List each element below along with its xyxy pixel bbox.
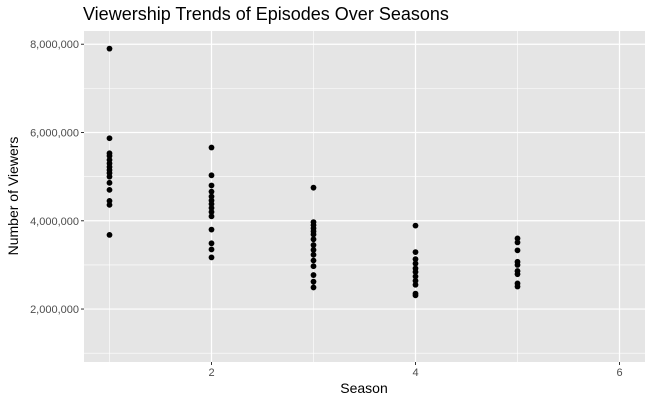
data-point [310,242,317,248]
data-point [106,173,113,180]
x-tick-label: 2 [208,367,214,379]
data-point [412,222,419,229]
data-point [412,249,419,256]
data-points [106,45,521,299]
data-point [208,240,215,247]
y-axis-ticks: 2,000,000 4,000,000 6,000,000 8,000,000 [30,39,84,316]
data-point [514,262,521,268]
data-point [412,260,419,267]
data-point [514,247,521,254]
data-point [208,209,215,215]
major-gridlines [84,31,645,362]
y-axis-title: Number of Viewers [5,137,21,256]
data-point [106,179,113,186]
data-point [208,144,215,151]
data-point [208,254,215,261]
data-point [208,213,215,220]
data-point [106,231,113,238]
data-point [208,205,215,211]
data-point [514,239,521,246]
data-point [208,201,215,207]
x-axis-title: Season [340,380,387,396]
data-point [310,278,317,285]
minor-gridlines [84,31,645,362]
data-point [310,184,317,191]
data-point [310,257,317,264]
data-point [208,172,215,179]
y-tick-label: 4,000,000 [30,216,79,228]
data-point [208,188,215,195]
x-axis-ticks: 2 4 6 [208,362,623,379]
data-point [310,236,317,243]
data-point [106,201,113,208]
data-point [412,281,419,288]
data-point [514,235,521,242]
x-tick-label: 6 [616,367,622,379]
data-point [106,45,113,52]
chart-title: Viewership Trends of Episodes Over Seaso… [83,4,449,24]
y-tick-label: 8,000,000 [30,39,79,51]
data-point [412,277,419,284]
data-point [310,251,317,258]
data-point [106,198,113,204]
y-tick-label: 2,000,000 [30,304,79,316]
data-point [310,263,317,270]
data-point [208,226,215,233]
data-point [106,135,113,142]
data-point [514,271,521,278]
data-point [310,284,317,291]
data-point [514,283,521,290]
plot-panel [84,31,645,362]
data-point [106,152,113,159]
data-point [310,272,317,278]
data-point [208,182,215,189]
data-point [208,193,215,200]
data-point [310,231,317,238]
data-point [208,246,215,253]
y-tick-label: 6,000,000 [30,128,79,140]
data-point [310,247,317,253]
data-point [412,269,419,275]
data-point [412,256,419,263]
data-point [106,186,113,193]
x-tick-label: 4 [412,367,418,379]
data-point [412,292,419,299]
data-point [412,273,419,280]
